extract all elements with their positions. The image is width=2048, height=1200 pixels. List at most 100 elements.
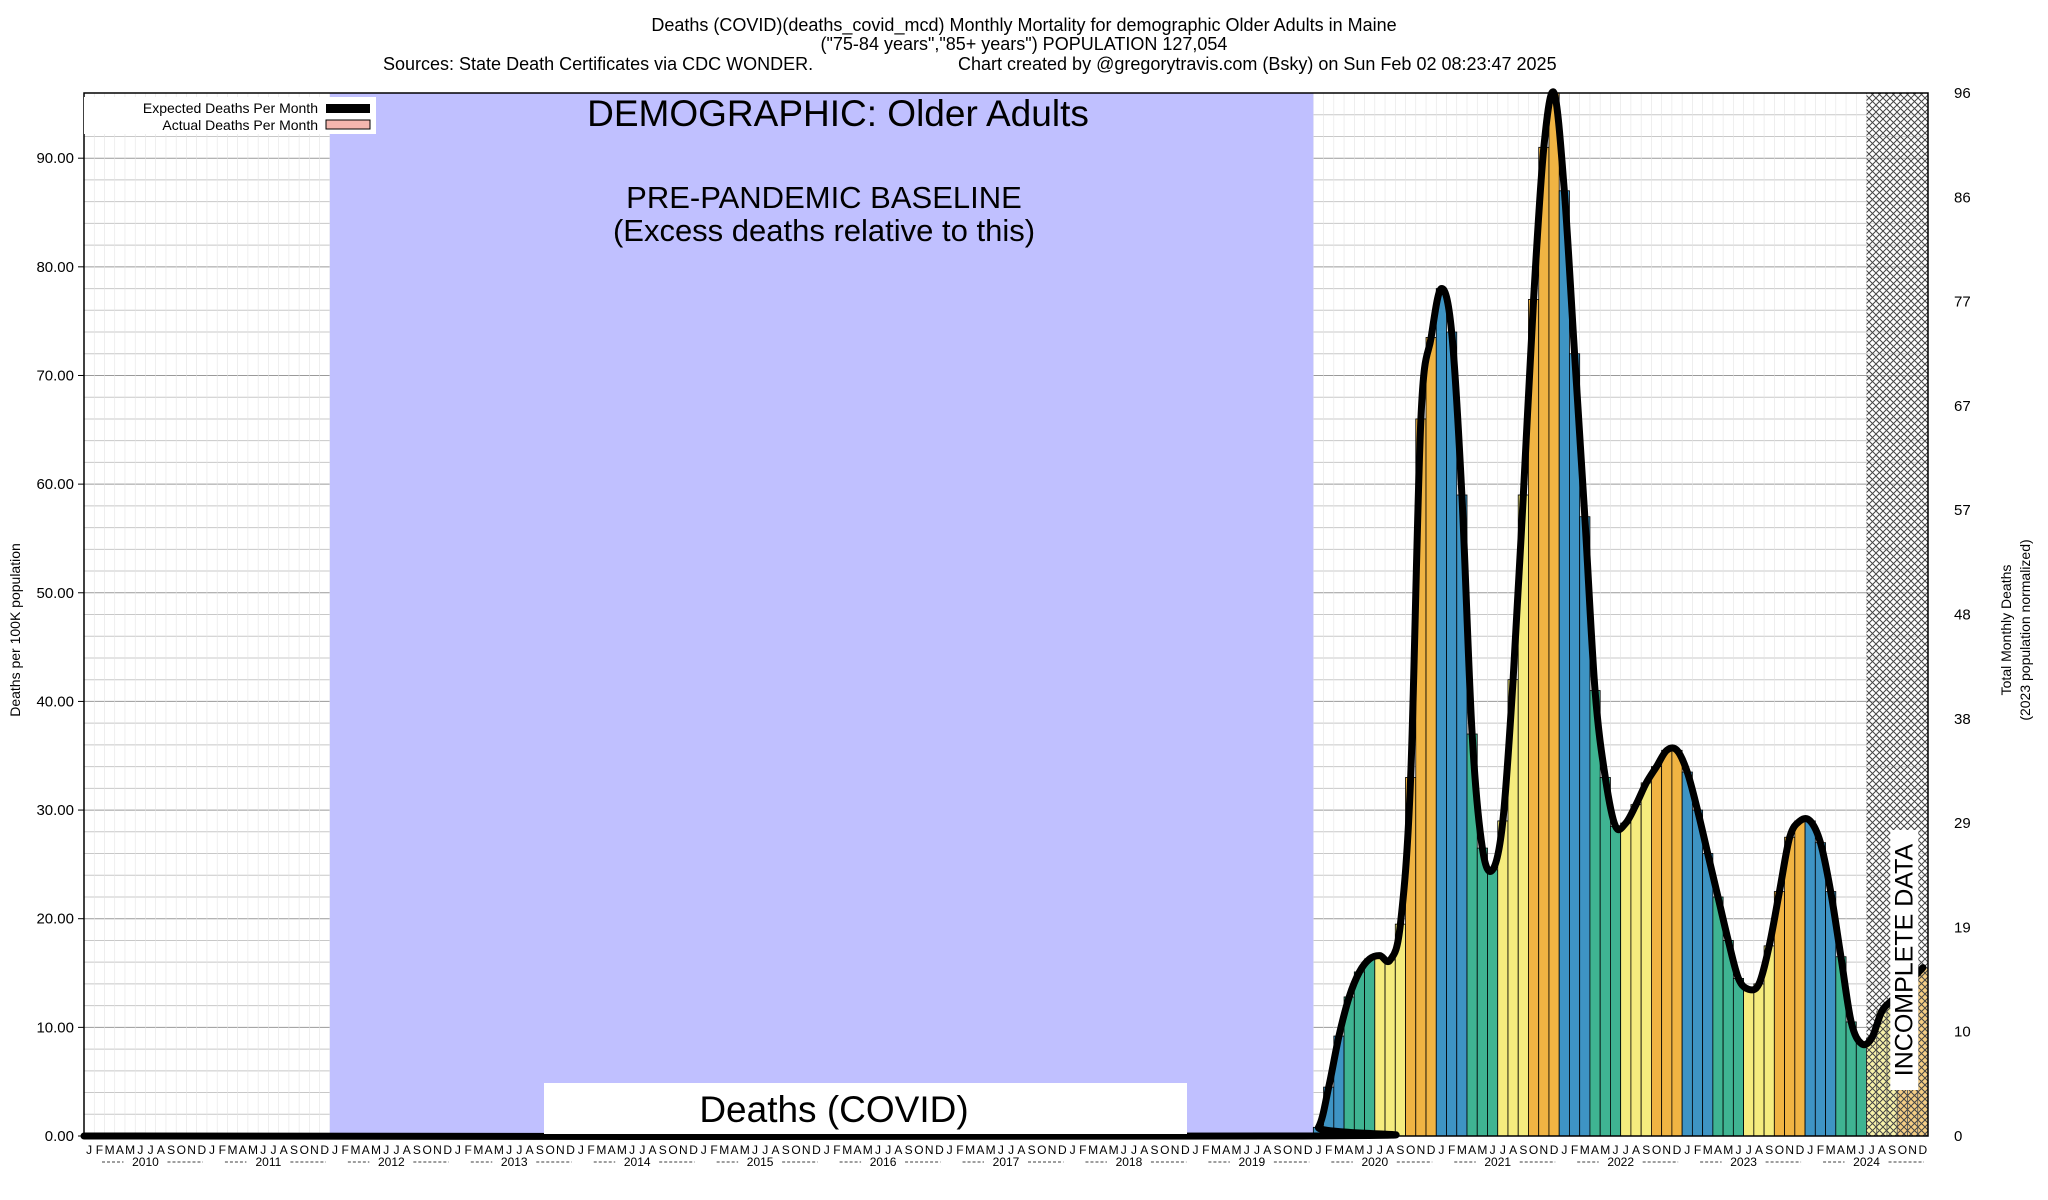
x-month-label: S [536,1143,544,1157]
x-month-label: M [1477,1143,1487,1157]
x-month-label: J [1561,1143,1567,1157]
x-month-label: J [1377,1143,1383,1157]
x-month-label: D [689,1143,698,1157]
x-month-label: S [1396,1143,1404,1157]
x-year-label: 2014 [624,1155,651,1169]
x-month-label: M [1088,1143,1098,1157]
bar [1384,959,1396,1137]
x-month-label: F [1079,1143,1086,1157]
x-month-label: J [762,1143,768,1157]
x-month-label: F [956,1143,963,1157]
x-month-label: J [1623,1143,1629,1157]
bar [1784,836,1796,1137]
x-month-label: A [526,1143,534,1157]
x-month-label: F [587,1143,594,1157]
x-month-label: S [1888,1143,1896,1157]
x-year-label: 2010 [132,1155,159,1169]
x-month-label: M [248,1143,258,1157]
x-month-label: J [629,1143,635,1157]
x-month-label: M [1334,1143,1344,1157]
x-month-label: J [1244,1143,1250,1157]
x-month-label: M [1826,1143,1836,1157]
x-month-label: F [342,1143,349,1157]
bar [1364,958,1376,1137]
x-month-label: O [791,1143,800,1157]
x-month-label: M [842,1143,852,1157]
y-tick-label: 80.00 [36,259,74,276]
x-month-label: A [1509,1143,1517,1157]
x-month-label: A [608,1143,616,1157]
x-year-label: 2013 [501,1155,528,1169]
x-year-label: 2024 [1853,1155,1880,1169]
x-month-label: J [1746,1143,1752,1157]
x-month-label: M [125,1143,135,1157]
x-month-label: M [1457,1143,1467,1157]
y-tick-label: 40.00 [36,693,74,710]
bar [1435,288,1447,1137]
y2-tick-label: 57 [1954,502,1971,519]
y2-axis-ticks: 0 10 19 29 38 48 57 67 77 86 96 [1954,85,1971,1145]
x-month-label: D [320,1143,329,1157]
x-month-label: N [1785,1143,1794,1157]
plot-frame [83,92,1929,1137]
x-month-label: J [137,1143,143,1157]
x-month-label: N [1048,1143,1057,1157]
bar [1353,971,1365,1137]
legend-expected-label: Expected Deaths Per Month [143,100,318,116]
x-month-label: O [1652,1143,1661,1157]
x-year-label: 2012 [378,1155,405,1169]
x-month-label: S [1151,1143,1159,1157]
x-month-label: J [516,1143,522,1157]
bar [1548,92,1560,1137]
x-month-label: N [310,1143,319,1157]
demographic-title: DEMOGRAPHIC: Older Adults [587,93,1089,134]
legend: Expected Deaths Per Month Actual Deaths … [84,97,376,134]
x-year-label: 2019 [1239,1155,1266,1169]
x-month-label: O [1160,1143,1169,1157]
x-month-label: J [1490,1143,1496,1157]
x-month-label: J [1254,1143,1260,1157]
x-month-label: D [1550,1143,1559,1157]
x-month-label: N [1662,1143,1671,1157]
bar [1743,988,1755,1137]
x-month-label: J [383,1143,389,1157]
x-month-label: D [197,1143,206,1157]
x-month-label: J [1193,1143,1199,1157]
y2-tick-label: 38 [1954,711,1971,728]
x-month-label: A [485,1143,493,1157]
bar [1814,842,1826,1137]
x-month-label: J [578,1143,584,1157]
bar [1671,749,1683,1137]
bar [1558,190,1570,1137]
x-month-label: O [1283,1143,1292,1157]
y2-tick-label: 86 [1954,189,1971,206]
x-month-label: M [1109,1143,1119,1157]
bar [1425,337,1437,1137]
x-month-label: J [1684,1143,1690,1157]
x-month-label: N [925,1143,934,1157]
x-month-label: M [719,1143,729,1157]
x-month-label: O [668,1143,677,1157]
x-month-label: N [1417,1143,1426,1157]
y2-tick-label: 19 [1954,919,1971,936]
y-tick-label: 30.00 [36,802,74,819]
x-month-label: N [1908,1143,1917,1157]
x-month-label: J [209,1143,215,1157]
x-month-label: S [290,1143,298,1157]
x-month-label: M [473,1143,483,1157]
x-month-label: D [935,1143,944,1157]
bar [1569,353,1581,1137]
y-tick-label: 90.00 [36,150,74,167]
y-tick-label: 10.00 [36,1019,74,1036]
bar [1640,782,1652,1137]
x-month-label: A [1099,1143,1107,1157]
x-month-label: A [157,1143,165,1157]
x-month-label: M [371,1143,381,1157]
x-month-label: J [86,1143,92,1157]
x-month-label: N [802,1143,811,1157]
baseline-title: PRE-PANDEMIC BASELINE [626,180,1022,215]
x-month-label: J [271,1143,277,1157]
x-month-label: J [393,1143,399,1157]
x-month-label: M [1723,1143,1733,1157]
